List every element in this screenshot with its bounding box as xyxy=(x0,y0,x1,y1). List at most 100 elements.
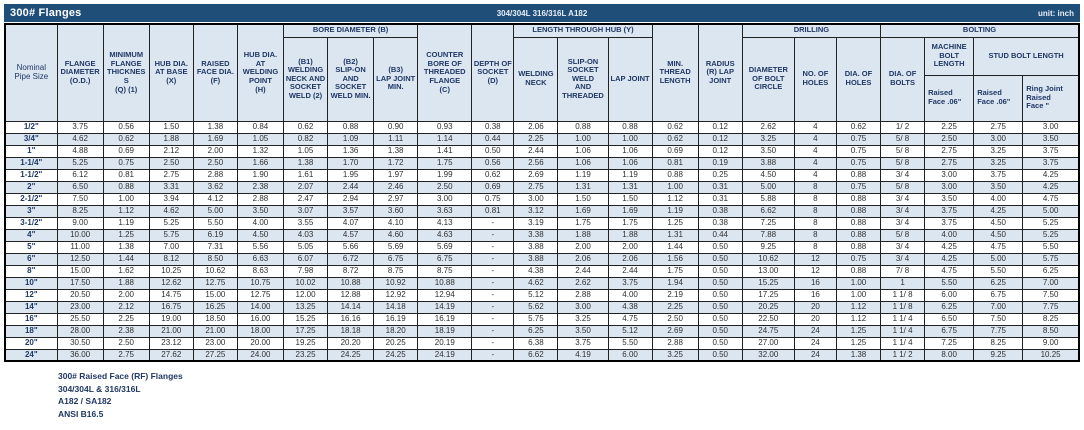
value-cell: 19.00 xyxy=(148,312,194,326)
value-cell: 8.50 xyxy=(192,252,238,266)
value-cell: 4.00 xyxy=(236,216,284,230)
value-cell: 3.00 xyxy=(924,180,975,194)
pipe-size-cell: 18" xyxy=(4,324,58,338)
value-cell: 6.75 xyxy=(924,324,975,338)
pipe-size-cell: 3-1/2" xyxy=(4,216,58,230)
value-cell: 2.19 xyxy=(651,288,699,302)
value-cell: 0.75 xyxy=(835,132,882,146)
value-cell: 1.31 xyxy=(557,180,609,194)
value-cell: 0.81 xyxy=(651,156,699,170)
value-cell: 0.81 xyxy=(102,168,150,182)
value-cell: 0.50 xyxy=(471,144,515,158)
value-cell: - xyxy=(471,324,515,338)
value-cell: 8 xyxy=(793,228,837,242)
value-cell: 0.62 xyxy=(282,120,329,134)
value-cell: 0.90 xyxy=(373,120,419,134)
value-cell: 0.88 xyxy=(835,228,882,242)
value-cell: 0.88 xyxy=(835,204,882,218)
value-cell: 0.75 xyxy=(835,180,882,194)
value-cell: 24.25 xyxy=(373,348,419,362)
value-cell: 0.88 xyxy=(327,120,375,134)
value-cell: 1.19 xyxy=(557,168,609,182)
table-row: 10" 17.50 1.88 12.62 12.75 10.75 10.02 10.88 10.… xyxy=(4,276,1080,290)
value-cell: 24.75 xyxy=(741,324,795,338)
value-cell: 0.69 xyxy=(651,144,699,158)
col-header-flange-diameter: FLANGE DIAMETER (O.D.) xyxy=(56,23,104,122)
value-cell: 0.50 xyxy=(697,312,743,326)
value-cell: 14.75 xyxy=(148,288,194,302)
value-cell: 1.25 xyxy=(835,336,882,350)
value-cell: 20.19 xyxy=(417,336,473,350)
value-cell: 23.00 xyxy=(56,300,104,314)
value-cell: 2.38 xyxy=(102,324,150,338)
value-cell: 10.88 xyxy=(417,276,473,290)
value-cell: 3.50 xyxy=(924,192,975,206)
value-cell: 5.00 xyxy=(973,252,1024,266)
value-cell: 1.19 xyxy=(651,204,699,218)
value-cell: 0.88 xyxy=(835,216,882,230)
value-cell: 0.50 xyxy=(697,264,743,278)
value-cell: 1.88 xyxy=(148,132,194,146)
value-cell: 10.62 xyxy=(192,264,238,278)
value-cell: 1.38 xyxy=(282,156,329,170)
value-cell: 1.31 xyxy=(651,228,699,242)
value-cell: 7.75 xyxy=(1022,300,1080,314)
value-cell: 6.38 xyxy=(513,336,559,350)
value-cell: 7.00 xyxy=(1022,276,1080,290)
value-cell: 9.25 xyxy=(973,348,1024,362)
value-cell: 3.00 xyxy=(557,300,609,314)
pipe-size-cell: 4" xyxy=(4,228,58,242)
value-cell: 6.62 xyxy=(741,204,795,218)
value-cell: 6.25 xyxy=(1022,264,1080,278)
value-cell: 7.98 xyxy=(282,264,329,278)
value-cell: 5.25 xyxy=(56,156,104,170)
value-cell: 1.69 xyxy=(557,204,609,218)
pipe-size-cell: 10" xyxy=(4,276,58,290)
value-cell: 1.00 xyxy=(835,276,882,290)
value-cell: 3.50 xyxy=(741,144,795,158)
value-cell: 0.12 xyxy=(697,144,743,158)
value-cell: 1.66 xyxy=(236,156,284,170)
col-header-welding-neck: WELDING NECK xyxy=(513,36,559,122)
value-cell: 2.12 xyxy=(102,300,150,314)
value-cell: 0.50 xyxy=(697,300,743,314)
value-cell: 4.75 xyxy=(607,312,653,326)
value-cell: 1.50 xyxy=(148,120,194,134)
group-header-drilling: DRILLING xyxy=(741,23,882,38)
value-cell: 3.50 xyxy=(1022,132,1080,146)
value-cell: 25.50 xyxy=(56,312,104,326)
value-cell: 1.25 xyxy=(835,324,882,338)
footer-line-2: 304/304L & 316/316L xyxy=(58,383,141,394)
value-cell: 5.25 xyxy=(1022,228,1080,242)
value-cell: 1.97 xyxy=(373,168,419,182)
value-cell: 28.00 xyxy=(56,324,104,338)
value-cell: 0.88 xyxy=(651,168,699,182)
value-cell: 1.14 xyxy=(417,132,473,146)
flange-table-body: 1/2" 3.75 0.56 1.50 1.38 0.84 0.62 0.88 0.90 0.93… xyxy=(4,120,1080,362)
value-cell: 2.44 xyxy=(327,180,375,194)
footer-line-1: 300# Raised Face (RF) Flanges xyxy=(58,371,183,381)
value-cell: 14.14 xyxy=(327,300,375,314)
pipe-size-cell: 16" xyxy=(4,312,58,326)
table-row: 5" 11.00 1.38 7.00 7.31 5.56 5.05 5.66 5.69 5.69-… xyxy=(4,240,1080,254)
value-cell: 1.62 xyxy=(102,264,150,278)
value-cell: 1.88 xyxy=(607,228,653,242)
value-cell: 7.88 xyxy=(741,228,795,242)
value-cell: 4.07 xyxy=(327,216,375,230)
pipe-size-cell: 6" xyxy=(4,252,58,266)
value-cell: 5.25 xyxy=(1022,216,1080,230)
group-header-bolting: BOLTING xyxy=(880,23,1080,38)
value-cell: - xyxy=(471,312,515,326)
value-cell: 4.00 xyxy=(924,228,975,242)
value-cell: 8.00 xyxy=(924,348,975,362)
value-cell: 8.25 xyxy=(973,336,1024,350)
value-cell: 8.25 xyxy=(56,204,104,218)
value-cell: 8 xyxy=(793,192,837,206)
value-cell: 1.90 xyxy=(236,168,284,182)
value-cell: 0.50 xyxy=(697,240,743,254)
value-cell: 2.38 xyxy=(236,180,284,194)
value-cell: 2.97 xyxy=(373,192,419,206)
value-cell: 30.50 xyxy=(56,336,104,350)
value-cell: 2.62 xyxy=(557,276,609,290)
value-cell: 4.25 xyxy=(973,204,1024,218)
